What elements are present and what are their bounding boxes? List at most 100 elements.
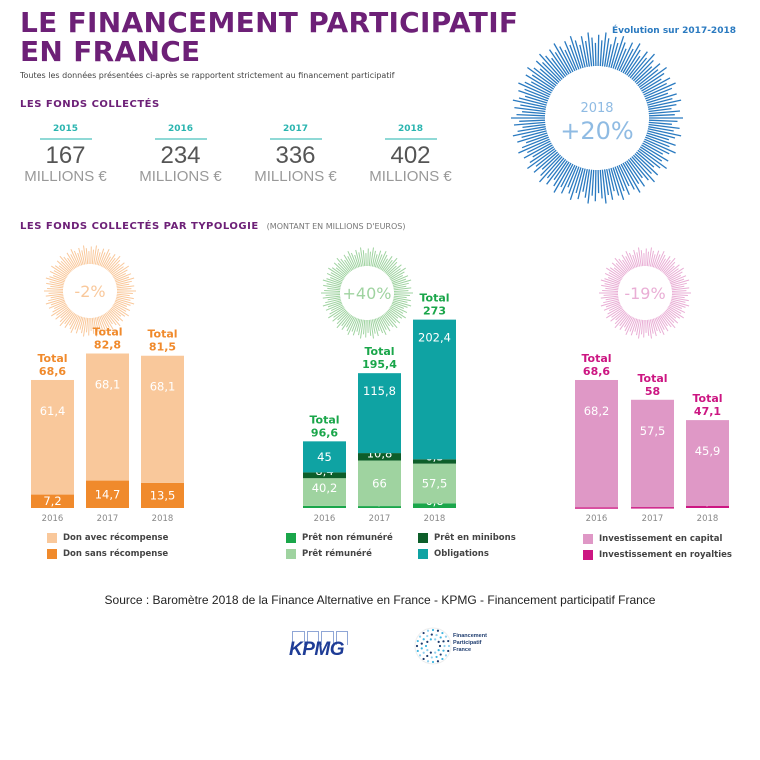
logo-dot bbox=[415, 644, 419, 648]
bar-segment bbox=[575, 379, 618, 508]
bar-segment bbox=[141, 355, 184, 483]
legend-item: Investissement en royalties bbox=[583, 550, 732, 560]
logo-dot bbox=[444, 635, 448, 638]
title-line-2: EN FRANCE bbox=[20, 35, 201, 68]
legend-label: Don avec récompense bbox=[63, 533, 169, 543]
source-note: Source : Baromètre 2018 de la Finance Al… bbox=[104, 593, 656, 607]
segment-label: 68,2 bbox=[584, 404, 610, 418]
logo-dot bbox=[418, 654, 422, 657]
segment-label: 40,2 bbox=[312, 481, 338, 495]
logo-dot bbox=[437, 640, 440, 643]
total-value: 273 bbox=[423, 305, 446, 318]
fpf-logo-mark bbox=[414, 627, 452, 665]
bar-segment bbox=[413, 459, 456, 464]
year-label: 2016 bbox=[167, 124, 194, 134]
legend-swatch bbox=[583, 550, 593, 560]
logo-dot bbox=[430, 633, 433, 636]
legend-label: Prêt en minibons bbox=[434, 533, 516, 543]
funds-year-2015: 2015 167 MILLIONS € bbox=[8, 124, 123, 185]
bar-segment bbox=[358, 460, 401, 507]
x-tick-label: 2016 bbox=[42, 514, 64, 524]
bar-segment bbox=[413, 463, 456, 504]
segment-label: 57,5 bbox=[640, 424, 666, 438]
logo-dot bbox=[435, 655, 438, 659]
bar-segment bbox=[141, 482, 184, 508]
logo-dot bbox=[431, 660, 435, 664]
fpf-logo-text: Financement bbox=[453, 633, 487, 639]
x-tick-label: 2017 bbox=[97, 514, 119, 524]
logo-dot bbox=[420, 642, 423, 645]
total-label: Total bbox=[581, 352, 611, 365]
funds-value: 167 bbox=[45, 141, 86, 169]
x-tick-label: 2016 bbox=[314, 514, 336, 524]
legend-label: Prêt non rémunéré bbox=[302, 533, 393, 543]
logo-dot bbox=[424, 644, 428, 648]
bar-segment bbox=[413, 503, 456, 508]
bar-segment bbox=[631, 507, 674, 509]
funds-year-2017: 2017 336 MILLIONS € bbox=[238, 124, 353, 185]
segment-label: 57,5 bbox=[422, 476, 448, 490]
typology-chart-2: -19%0,468,2Total68,620160,557,5Total5820… bbox=[575, 247, 729, 524]
kpmg-logo: KPMG bbox=[289, 631, 351, 660]
bar-segment bbox=[86, 480, 129, 508]
badge-year: 2018 bbox=[580, 101, 613, 116]
total-value: 68,6 bbox=[583, 365, 610, 378]
typology-title: LES FONDS COLLECTÉS PAR TYPOLOGIE bbox=[20, 221, 259, 232]
logo-dot bbox=[430, 656, 433, 659]
logo-dot bbox=[434, 638, 437, 641]
bar-segment bbox=[303, 472, 346, 479]
logo-dot bbox=[439, 636, 442, 639]
total-label: Total bbox=[419, 292, 449, 305]
bar-segment bbox=[31, 379, 74, 495]
total-label: Total bbox=[364, 345, 394, 358]
logo-dot bbox=[426, 634, 429, 638]
ring-rays bbox=[511, 32, 683, 204]
logo-dot bbox=[416, 649, 419, 653]
x-tick-label: 2018 bbox=[424, 514, 446, 524]
segment-label: 13,5 bbox=[150, 488, 176, 502]
logo-dot bbox=[441, 631, 444, 635]
x-tick-label: 2016 bbox=[586, 514, 608, 524]
typology-heading: LES FONDS COLLECTÉS PAR TYPOLOGIE (MONTAN… bbox=[20, 221, 405, 232]
logo-dot bbox=[436, 660, 440, 663]
funds-value: 336 bbox=[275, 141, 316, 169]
total-label: Total bbox=[92, 325, 122, 338]
segment-label: 14,7 bbox=[95, 487, 121, 501]
logo-dot bbox=[447, 649, 450, 653]
funds-unit: MILLIONS € bbox=[254, 167, 337, 185]
financement-participatif-france-logo: Financement Participatif France bbox=[414, 627, 504, 665]
total-value: 195,4 bbox=[362, 358, 397, 371]
segment-label: 202,4 bbox=[418, 331, 451, 345]
logo-dot bbox=[429, 638, 432, 641]
bar-segment bbox=[303, 505, 346, 508]
logo-dot bbox=[442, 649, 445, 652]
logo-dot bbox=[443, 644, 446, 648]
logo-dot bbox=[438, 644, 442, 648]
logo-circle bbox=[414, 627, 452, 665]
x-tick-label: 2017 bbox=[642, 514, 664, 524]
year-label: 2017 bbox=[282, 124, 309, 134]
segment-label: 68,1 bbox=[150, 380, 176, 394]
logo-dot bbox=[426, 640, 429, 643]
funds-heading: LES FONDS COLLECTÉS bbox=[20, 99, 160, 110]
legend-swatch bbox=[47, 533, 57, 543]
logo-dot bbox=[431, 628, 435, 632]
total-label: Total bbox=[692, 392, 722, 405]
bar-segment bbox=[575, 507, 618, 509]
evolution-label: Évolution sur 2017-2018 bbox=[612, 26, 736, 36]
growth-ring-badge bbox=[511, 32, 683, 204]
change-percent: +40% bbox=[343, 284, 392, 303]
legend-label: Obligations bbox=[434, 549, 489, 559]
ring-rays bbox=[599, 247, 691, 339]
funds-year-2018: 2018 402 MILLIONS € bbox=[353, 124, 468, 185]
logo-dot bbox=[439, 653, 442, 656]
bar-segment bbox=[303, 478, 346, 506]
logo-dot bbox=[422, 631, 425, 635]
segment-label: 61,4 bbox=[40, 404, 66, 418]
logo-dot bbox=[436, 629, 440, 632]
segment-label: 7,2 bbox=[43, 494, 61, 508]
segment-label: 45 bbox=[317, 450, 332, 464]
legend-swatch bbox=[583, 534, 593, 544]
logo-dot bbox=[416, 639, 419, 643]
logo-dot bbox=[426, 649, 429, 652]
